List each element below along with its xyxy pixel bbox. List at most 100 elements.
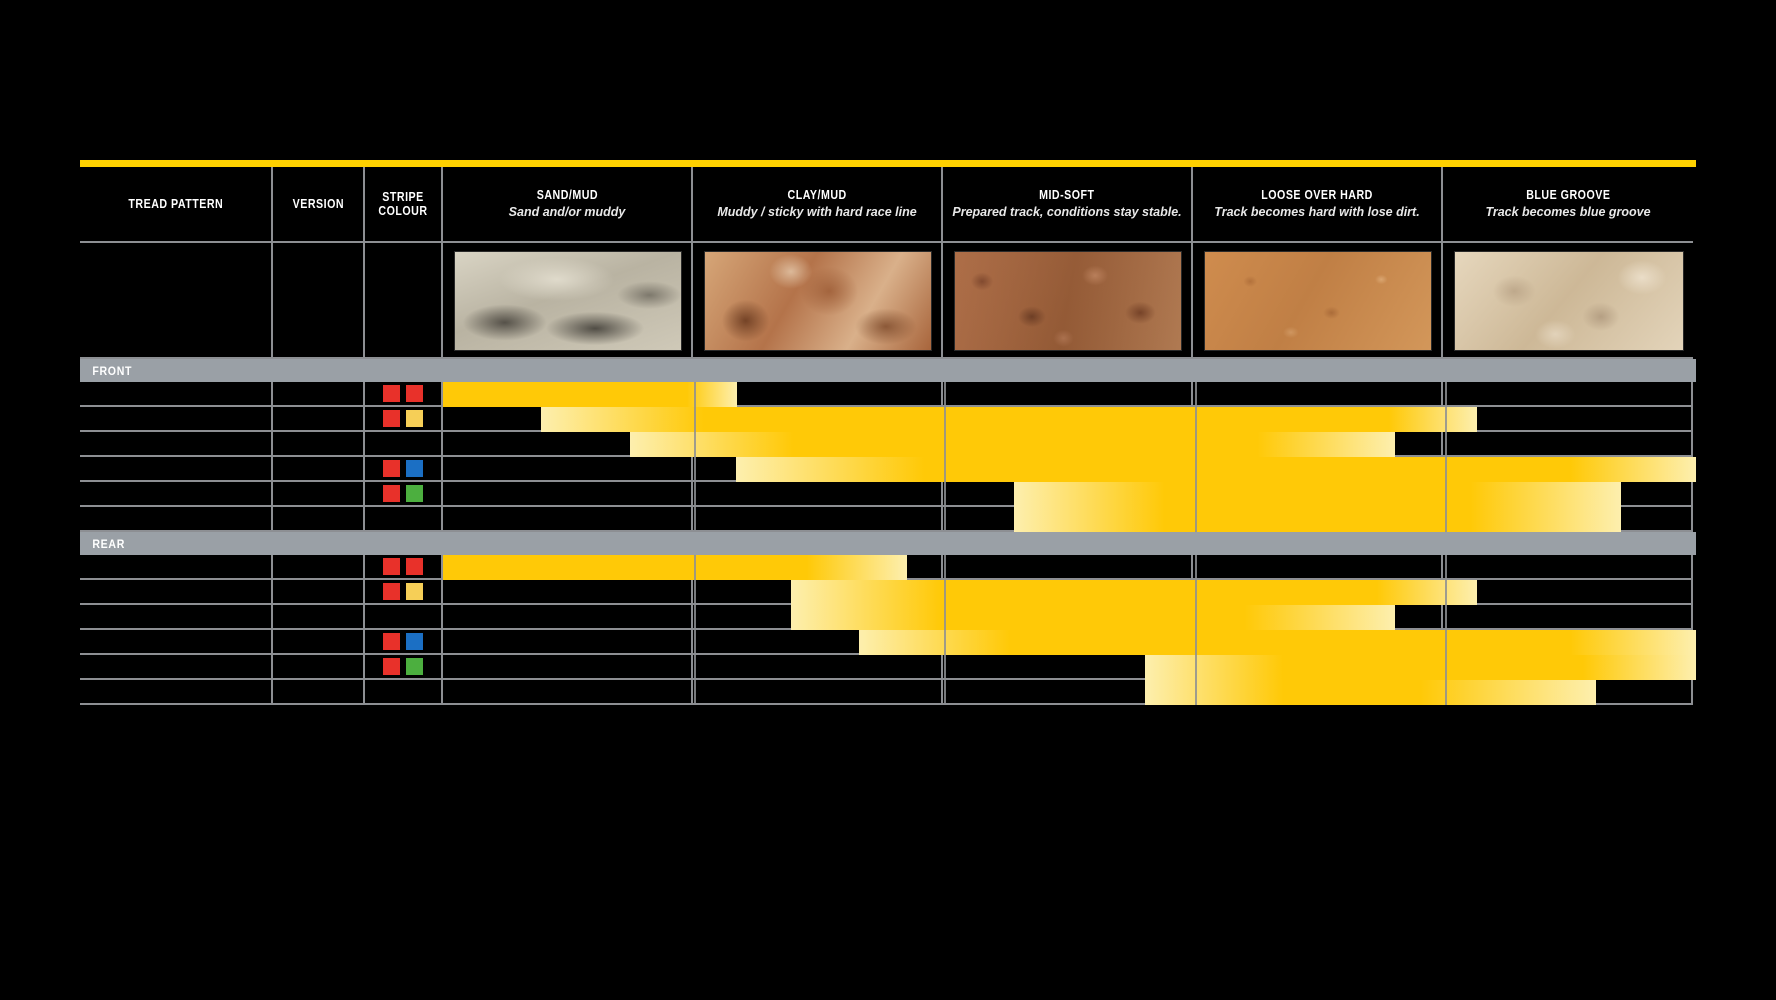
tread-pattern-cell <box>80 605 273 630</box>
stripe-chip-1 <box>383 658 400 675</box>
condition-cell-claymud <box>693 457 943 482</box>
condition-cell-midsoft <box>943 680 1193 705</box>
tread-pattern-cell <box>80 457 273 482</box>
stripe-colour-cell <box>365 580 443 605</box>
stripe-colour-cell <box>365 655 443 680</box>
version-cell <box>273 407 365 432</box>
version-cell <box>273 680 365 705</box>
condition-cell-midsoft <box>943 407 1193 432</box>
stripe-chip-1 <box>383 583 400 600</box>
stripe-chip-2 <box>406 460 423 477</box>
condition-cell-sandmud <box>443 482 693 507</box>
table-row[interactable] <box>80 507 1696 532</box>
tread-pattern-cell <box>80 580 273 605</box>
condition-cell-midsoft <box>943 630 1193 655</box>
condition-cell-loose <box>1193 605 1443 630</box>
condition-cell-sandmud <box>443 407 693 432</box>
condition-cell-groove <box>1443 382 1693 407</box>
condition-cell-loose <box>1193 382 1443 407</box>
condition-cell-groove <box>1443 482 1693 507</box>
empty-cell-version <box>273 243 365 359</box>
stripe-chip-2 <box>406 658 423 675</box>
stripe-colour-cell <box>365 680 443 705</box>
version-cell <box>273 580 365 605</box>
column-header-title: MID-SOFT <box>1039 187 1095 203</box>
version-cell <box>273 655 365 680</box>
stripe-colour-cell <box>365 630 443 655</box>
column-header-sandmud: SAND/MUD Sand and/or muddy <box>443 167 693 243</box>
condition-cell-midsoft <box>943 605 1193 630</box>
condition-cell-midsoft <box>943 382 1193 407</box>
condition-cell-sandmud <box>443 605 693 630</box>
column-header-subtitle: Prepared track, conditions stay stable. <box>952 205 1182 220</box>
column-header-title: SAND/MUD <box>536 187 598 203</box>
condition-cell-midsoft <box>943 482 1193 507</box>
condition-cell-claymud <box>693 432 943 457</box>
condition-cell-claymud <box>693 482 943 507</box>
condition-cell-loose <box>1193 630 1443 655</box>
condition-cell-claymud <box>693 680 943 705</box>
condition-cell-claymud <box>693 507 943 532</box>
sand-texture <box>454 251 682 351</box>
condition-cell-loose <box>1193 655 1443 680</box>
table-row[interactable] <box>80 407 1696 432</box>
stripe-colour-cell <box>365 407 443 432</box>
clay-mud-texture <box>704 251 932 351</box>
stripe-chip-1 <box>383 410 400 427</box>
condition-cell-sandmud <box>443 382 693 407</box>
table-row[interactable] <box>80 605 1696 630</box>
condition-cell-groove <box>1443 680 1693 705</box>
texture-cell-loose <box>1193 243 1443 359</box>
column-header-title: CLAY/MUD <box>787 187 847 203</box>
tyre-condition-chart: TREAD PATTERN VERSION STRIPE COLOUR SAND/MU… <box>80 160 1696 705</box>
version-cell <box>273 507 365 532</box>
condition-cell-claymud <box>693 407 943 432</box>
condition-cell-claymud <box>693 580 943 605</box>
condition-cell-sandmud <box>443 432 693 457</box>
stripe-chip-2 <box>406 633 423 650</box>
stripe-chip-1 <box>383 558 400 575</box>
tread-pattern-cell <box>80 655 273 680</box>
tread-pattern-cell <box>80 407 273 432</box>
table-row[interactable] <box>80 432 1696 457</box>
stripe-chip-group <box>365 432 441 455</box>
stripe-colour-cell <box>365 605 443 630</box>
tread-pattern-cell <box>80 555 273 580</box>
condition-cell-midsoft <box>943 432 1193 457</box>
table-row[interactable] <box>80 482 1696 507</box>
stripe-chip-2 <box>406 385 423 402</box>
table-row[interactable] <box>80 630 1696 655</box>
condition-cell-loose <box>1193 432 1443 457</box>
stripe-chip-2 <box>406 558 423 575</box>
condition-cell-midsoft <box>943 457 1193 482</box>
condition-cell-midsoft <box>943 507 1193 532</box>
table-row[interactable] <box>80 457 1696 482</box>
condition-cell-groove <box>1443 630 1693 655</box>
stripe-chip-2 <box>406 485 423 502</box>
condition-cell-loose <box>1193 457 1443 482</box>
mid-soft-texture <box>954 251 1182 351</box>
condition-cell-midsoft <box>943 555 1193 580</box>
section-label: REAR <box>92 536 126 551</box>
condition-cell-loose <box>1193 680 1443 705</box>
stripe-chip-2 <box>406 583 423 600</box>
top-accent-rule <box>80 160 1696 167</box>
table-row[interactable] <box>80 655 1696 680</box>
stripe-chip-1 <box>383 485 400 502</box>
stripe-chip-group <box>365 680 441 703</box>
condition-cell-claymud <box>693 630 943 655</box>
table-row[interactable] <box>80 555 1696 580</box>
stripe-chip-group <box>365 457 441 480</box>
stripe-chip-1 <box>383 633 400 650</box>
version-cell <box>273 382 365 407</box>
condition-cell-claymud <box>693 555 943 580</box>
table-row[interactable] <box>80 382 1696 407</box>
table-row[interactable] <box>80 580 1696 605</box>
column-header-tread: TREAD PATTERN <box>80 167 273 243</box>
table-row[interactable] <box>80 680 1696 705</box>
tread-pattern-cell <box>80 680 273 705</box>
condition-cell-midsoft <box>943 580 1193 605</box>
condition-cell-groove <box>1443 580 1693 605</box>
column-header-subtitle: Track becomes blue groove <box>1485 205 1651 220</box>
column-header-title: LOOSE OVER HARD <box>1261 187 1373 203</box>
